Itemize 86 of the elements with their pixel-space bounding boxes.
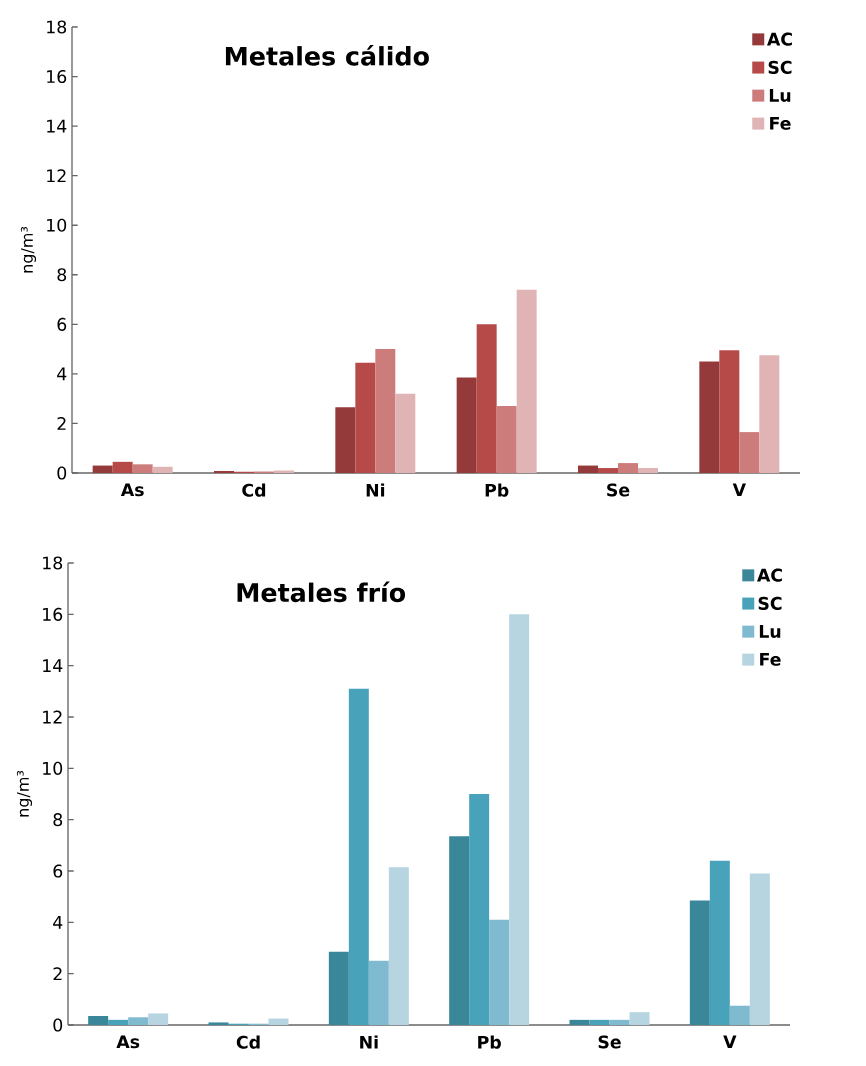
bar bbox=[128, 1017, 149, 1025]
bar bbox=[268, 1018, 289, 1025]
legend-label: Fe bbox=[760, 652, 781, 666]
bar bbox=[368, 960, 389, 1025]
legend-label: AC bbox=[757, 568, 782, 582]
x-tick-label: V bbox=[723, 1035, 737, 1049]
bar bbox=[348, 688, 369, 1025]
bar bbox=[469, 793, 490, 1025]
y-tick-label: 12 bbox=[43, 710, 62, 724]
bar bbox=[609, 1019, 630, 1025]
y-tick-label: 10 bbox=[43, 761, 63, 775]
bar bbox=[638, 468, 658, 473]
bar bbox=[509, 614, 530, 1025]
bar bbox=[749, 873, 770, 1025]
bar bbox=[355, 362, 376, 473]
x-tick-label: As bbox=[116, 1035, 140, 1049]
bar bbox=[375, 349, 396, 473]
y-tick-label: 6 bbox=[53, 864, 63, 878]
bar bbox=[335, 407, 356, 473]
y-tick-label: 0 bbox=[57, 466, 67, 480]
bar bbox=[719, 350, 740, 473]
y-tick-label: 16 bbox=[47, 70, 67, 84]
y-tick-label: 4 bbox=[57, 367, 67, 381]
y-tick-label: 8 bbox=[57, 268, 67, 282]
y-tick-label: 2 bbox=[53, 967, 62, 981]
bar bbox=[729, 1005, 750, 1025]
x-tick-label: Se bbox=[607, 483, 630, 497]
bar bbox=[516, 289, 537, 473]
bar bbox=[589, 1019, 610, 1025]
y-tick-label: 14 bbox=[43, 659, 63, 672]
bar bbox=[328, 951, 349, 1025]
bar bbox=[395, 393, 416, 473]
y-tick-label: 10 bbox=[47, 218, 67, 232]
x-tick-label: Ni bbox=[366, 483, 385, 497]
bar bbox=[88, 1016, 109, 1025]
legend-label: AC bbox=[767, 32, 792, 46]
x-tick-label: Cd bbox=[236, 1035, 260, 1049]
y-axis-title: ng/m³ bbox=[20, 226, 37, 273]
bar bbox=[449, 836, 470, 1025]
bar bbox=[617, 463, 638, 473]
bar bbox=[148, 1013, 169, 1025]
x-tick-label: As bbox=[120, 483, 144, 497]
bar bbox=[569, 1019, 590, 1025]
y-tick-label: 18 bbox=[47, 20, 67, 34]
y-tick-label: 8 bbox=[53, 813, 63, 827]
y-tick-label: 16 bbox=[43, 607, 63, 621]
y-tick-label: 14 bbox=[47, 119, 67, 133]
bar bbox=[152, 466, 173, 473]
y-tick-label: 2 bbox=[57, 417, 66, 430]
x-tick-label: Cd bbox=[242, 483, 266, 497]
bar bbox=[597, 468, 618, 473]
bar bbox=[759, 355, 780, 473]
bar bbox=[108, 1019, 129, 1025]
bar bbox=[208, 1022, 229, 1025]
y-tick-label: 0 bbox=[53, 1018, 63, 1032]
bar bbox=[739, 432, 760, 473]
x-tick-label: Pb bbox=[478, 1035, 501, 1049]
x-tick-label: V bbox=[732, 483, 746, 497]
x-tick-label: Ni bbox=[360, 1035, 378, 1049]
bar bbox=[699, 361, 720, 473]
bar bbox=[689, 900, 710, 1025]
x-tick-label: Se bbox=[598, 1035, 621, 1049]
x-tick-label: Pb bbox=[485, 483, 509, 497]
y-tick-label: 4 bbox=[53, 916, 63, 929]
bar bbox=[388, 867, 409, 1025]
y-axis-title: ng/m³ bbox=[16, 770, 33, 817]
text: Metales cálido bbox=[225, 45, 429, 66]
text: Metales frío bbox=[237, 581, 406, 603]
bar bbox=[709, 860, 730, 1025]
y-tick-label: 18 bbox=[43, 556, 63, 570]
bar bbox=[496, 406, 517, 473]
legend-label: SC bbox=[758, 596, 782, 610]
y-tick-label: 6 bbox=[57, 317, 67, 331]
bar bbox=[578, 465, 598, 473]
bar bbox=[476, 324, 497, 473]
bar bbox=[489, 919, 510, 1025]
legend-label: Fe bbox=[770, 116, 791, 130]
legend-label: SC bbox=[768, 60, 792, 74]
y-tick-label: 12 bbox=[47, 169, 66, 183]
legend-label: Lu bbox=[759, 625, 781, 638]
bar bbox=[629, 1012, 650, 1025]
bar bbox=[92, 465, 113, 473]
bar bbox=[112, 461, 133, 473]
bar bbox=[456, 377, 477, 473]
bar bbox=[132, 464, 153, 473]
legend-label: Lu bbox=[769, 89, 791, 102]
